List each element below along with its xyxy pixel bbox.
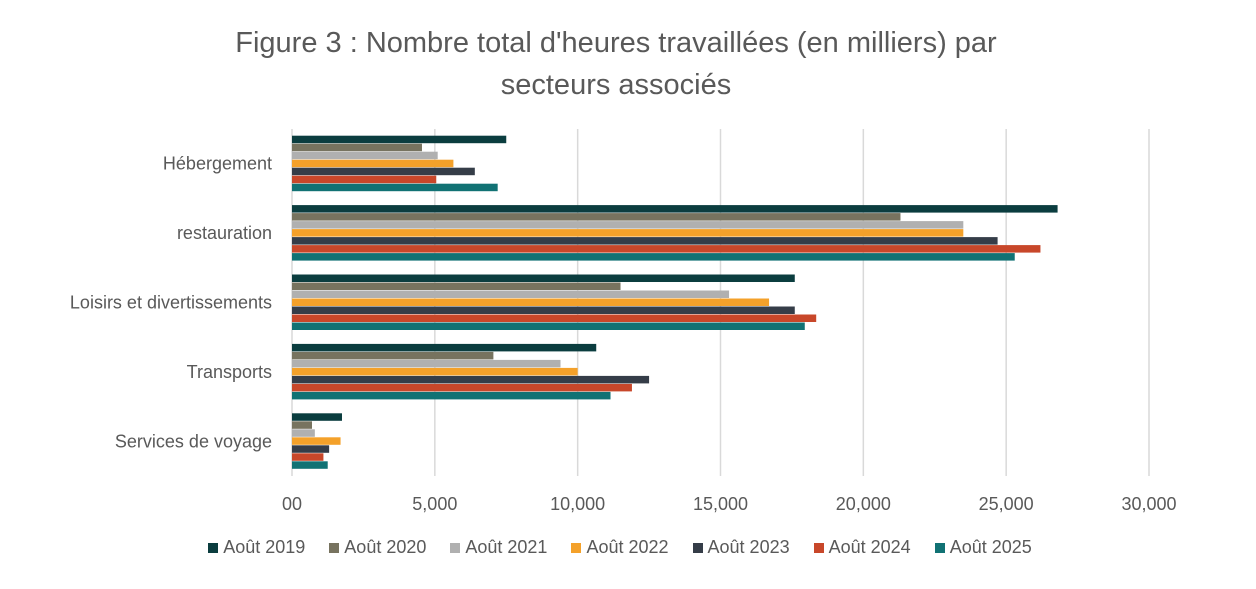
legend-label: Août 2020 [344, 537, 427, 557]
bar-3-0 [292, 343, 597, 352]
bar-4-0 [292, 413, 342, 421]
legend-label: Août 2025 [949, 537, 1032, 557]
legend-swatch [692, 542, 703, 553]
category-label: Services de voyage [115, 431, 272, 451]
bar-2-0 [292, 274, 795, 282]
bar-3-2 [292, 359, 561, 368]
bar-1-5 [292, 245, 1041, 253]
chart-title: Figure 3 : Nombre total d'heures travail… [116, 22, 1116, 106]
x-tick-label: 30,000 [1121, 494, 1176, 514]
bar-0-4 [292, 167, 475, 176]
bar-3-4 [292, 375, 650, 384]
bar-4-3 [292, 437, 341, 445]
category-label: Transports [187, 362, 272, 382]
bar-4-6 [292, 461, 328, 469]
bar-1-2 [292, 221, 964, 229]
legend-item: Août 2022 [571, 537, 669, 558]
bar-0-0 [292, 135, 507, 144]
legend-swatch [571, 542, 582, 553]
legend-label: Août 2021 [465, 537, 548, 557]
legend-label: Août 2024 [828, 537, 911, 557]
chart-legend: Août 2019 Août 2020 Août 2021 Août 2022 Août… [0, 537, 1240, 558]
bar-2-2 [292, 290, 730, 298]
legend-swatch [813, 542, 824, 553]
bar-3-6 [292, 391, 611, 400]
category-label: Hébergement [163, 154, 272, 174]
legend-item: Août 2020 [329, 537, 426, 558]
bar-0-1 [292, 143, 422, 152]
bar-1-6 [292, 253, 1015, 261]
chart-title-line-1: Figure 3 : Nombre total d'heures travail… [235, 27, 997, 59]
legend-label: Août 2022 [586, 537, 669, 557]
legend-swatch [450, 542, 461, 553]
legend-swatch [934, 542, 945, 553]
bar-4-2 [292, 429, 315, 437]
legend-item: Août 2021 [450, 537, 547, 558]
x-tick-label: 15,000 [693, 494, 748, 514]
bar-1-0 [292, 205, 1058, 213]
x-tick-label: 00 [282, 494, 302, 514]
legend-item: Août 2019 [208, 537, 305, 558]
legend-label: Août 2023 [707, 537, 790, 557]
bar-2-4 [292, 306, 795, 314]
legend-item: Août 2024 [813, 537, 911, 558]
legend-swatch [208, 542, 219, 553]
bar-2-6 [292, 322, 805, 330]
bar-3-5 [292, 383, 632, 392]
legend-swatch [329, 542, 340, 553]
bar-0-2 [292, 151, 438, 160]
bar-4-1 [292, 421, 312, 429]
bar-0-3 [292, 159, 454, 168]
bar-1-1 [292, 213, 901, 221]
bar-3-1 [292, 351, 494, 360]
bar-2-3 [292, 298, 770, 306]
legend-item: Août 2023 [692, 537, 790, 558]
bar-2-5 [292, 314, 817, 322]
bar-3-3 [292, 367, 578, 376]
legend-label: Août 2019 [223, 537, 306, 557]
x-tick-label: 10,000 [550, 494, 605, 514]
bar-4-4 [292, 445, 330, 453]
bar-0-5 [292, 175, 437, 184]
bar-4-5 [292, 453, 324, 461]
bar-1-4 [292, 237, 998, 245]
bar-0-6 [292, 183, 498, 192]
bar-1-3 [292, 229, 964, 237]
category-label: Loisirs et divertissements [70, 293, 272, 313]
legend-item: Août 2025 [934, 537, 1032, 558]
x-tick-label: 5,000 [412, 494, 457, 514]
category-label: restauration [177, 223, 272, 243]
x-tick-label: 25,000 [979, 494, 1034, 514]
x-tick-label: 20,000 [836, 494, 891, 514]
bar-2-1 [292, 282, 621, 290]
chart-title-line-2: secteurs associés [500, 69, 732, 101]
